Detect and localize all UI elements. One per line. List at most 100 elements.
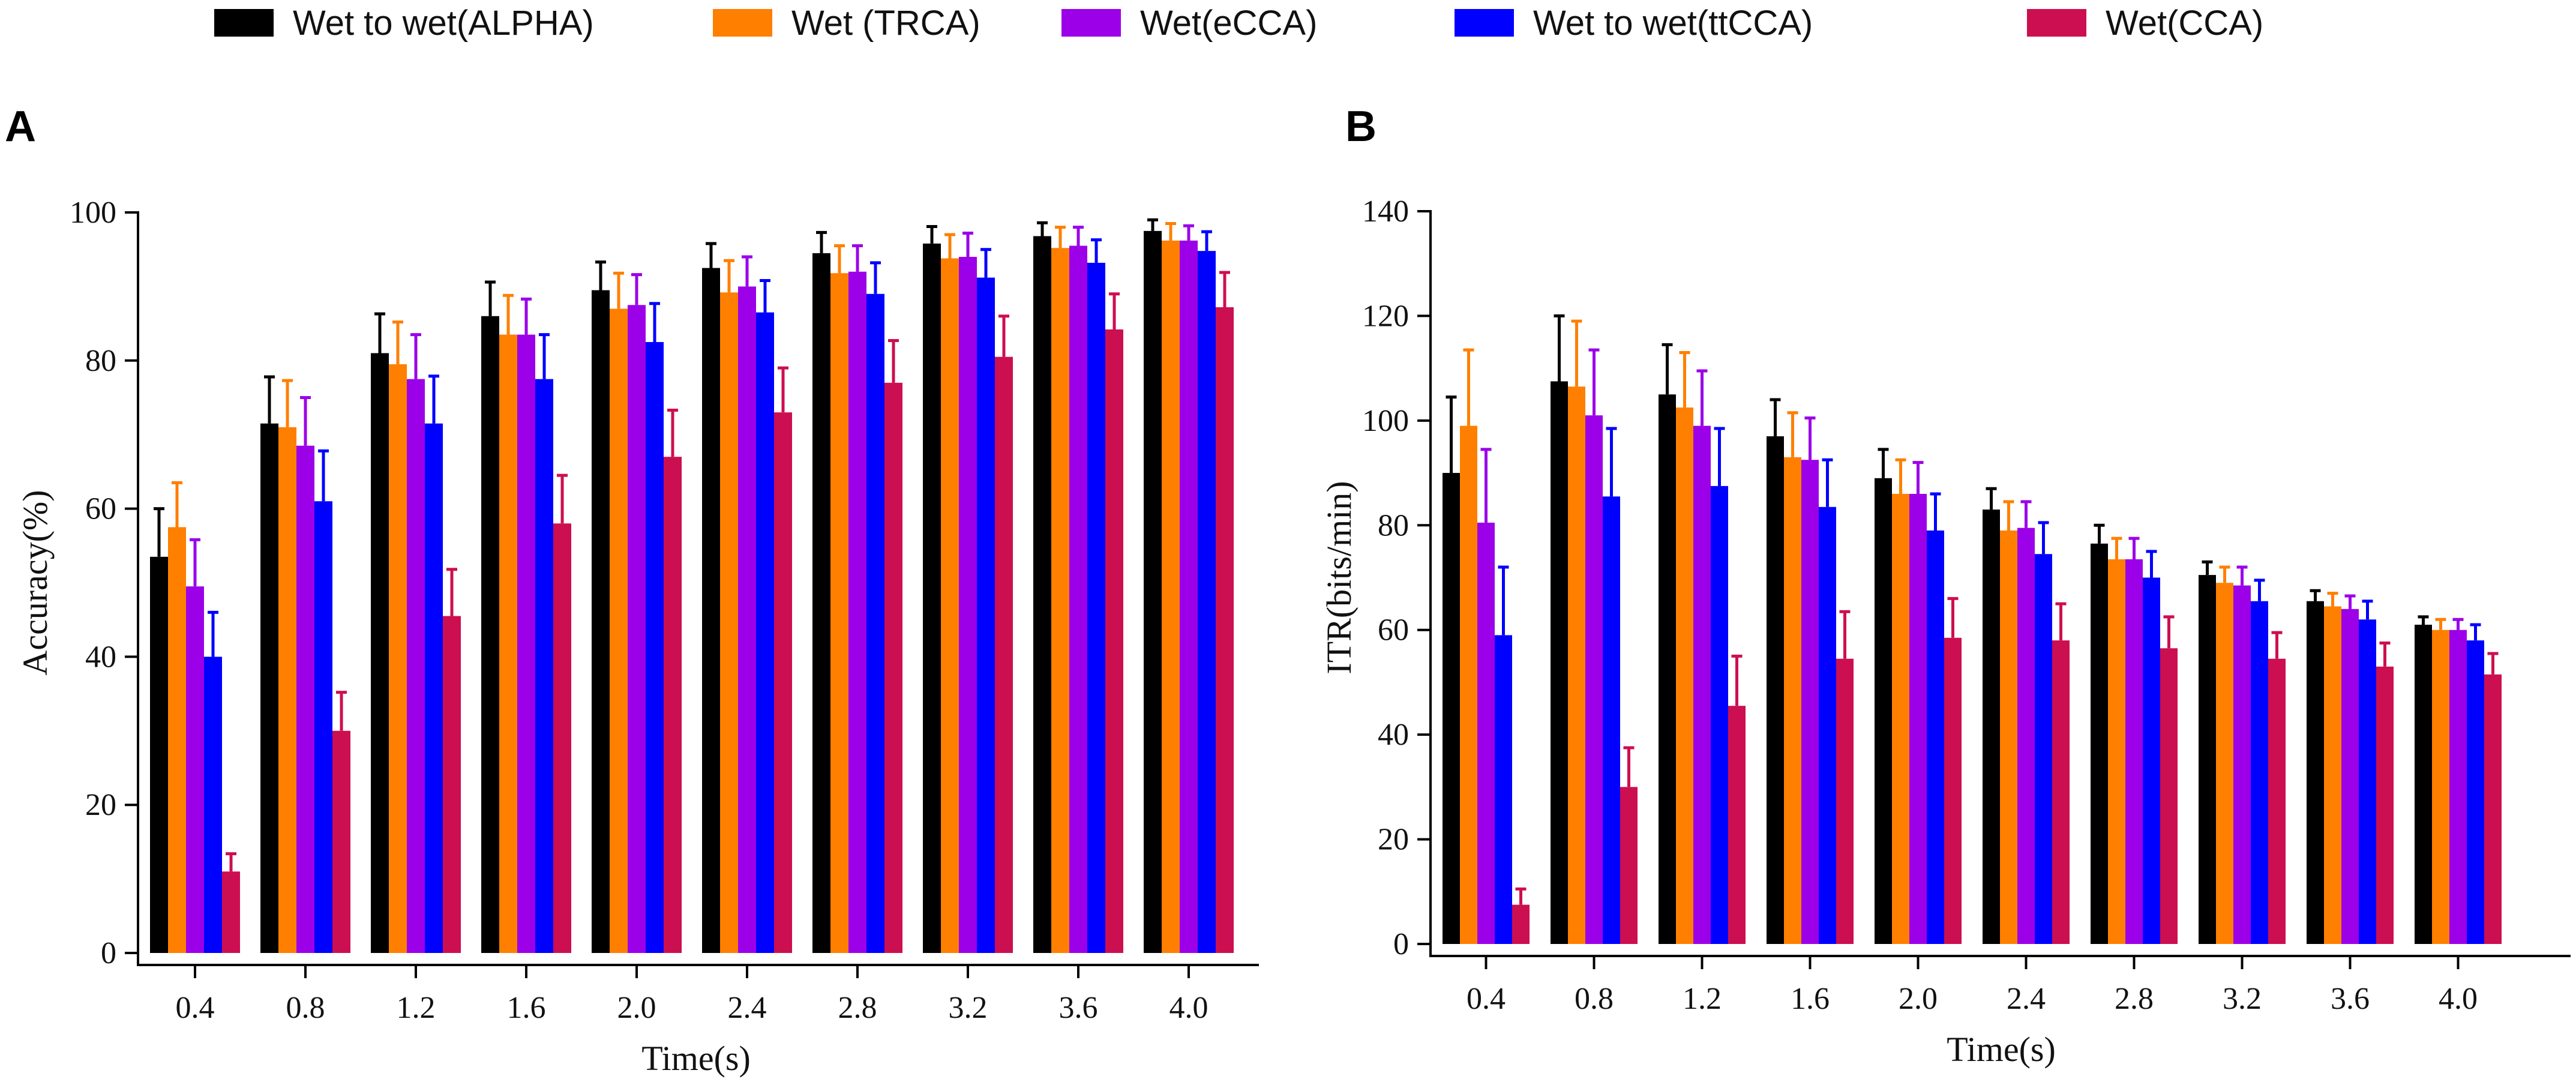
bar-b-s3-c2: [1711, 485, 1728, 944]
bar-b-s3-c6: [2143, 577, 2160, 944]
bar-a-s0-c4: [592, 290, 610, 953]
bar-a-s3-c4: [646, 341, 664, 953]
bar-a-s2-c0: [186, 586, 204, 953]
y-tick-label-b-100: 100: [1362, 404, 1409, 438]
x-tick-label-b-7: 3.2: [2223, 982, 2262, 1016]
y-tick-label-a-60: 60: [85, 492, 116, 526]
bar-b-s4-c1: [1620, 787, 1638, 944]
y-tick-label-b-60: 60: [1378, 613, 1409, 648]
bar-b-s3-c3: [1819, 506, 1836, 944]
x-tick-label-a-2: 1.2: [397, 991, 436, 1025]
bar-b-s4-c0: [1512, 904, 1530, 944]
bar-a-s1-c9: [1162, 240, 1180, 954]
bar-a-s4-c2: [443, 616, 461, 953]
bar-b-s4-c9: [2484, 674, 2502, 944]
bar-b-s1-c4: [1892, 493, 1909, 944]
bar-b-s2-c7: [2233, 585, 2251, 944]
bar-b-s2-c9: [2449, 630, 2467, 944]
bar-a-s0-c9: [1144, 230, 1162, 954]
x-tick-label-a-1: 0.8: [286, 991, 325, 1025]
bar-a-s2-c5: [738, 286, 756, 953]
legend-item-ecca: Wet(eCCA): [1061, 4, 1317, 43]
bar-b-s0-c9: [2415, 624, 2432, 944]
bar-b-s3-c8: [2359, 619, 2376, 944]
bar-b-s2-c3: [1801, 460, 1819, 944]
bar-b-s3-c0: [1495, 635, 1512, 944]
legend-item-ttcca: Wet to wet(ttCCA): [1455, 4, 1813, 43]
bar-b-s1-c3: [1784, 457, 1801, 944]
y-tick-label-a-40: 40: [85, 640, 116, 674]
bar-a-s4-c6: [884, 382, 902, 953]
x-tick-label-a-7: 3.2: [949, 991, 988, 1025]
legend-swatch-ttcca: [1455, 9, 1514, 37]
bar-a-s2-c8: [1069, 245, 1087, 953]
x-tick-label-a-5: 2.4: [728, 991, 767, 1025]
bar-a-s2-c4: [628, 305, 646, 953]
bar-b-s3-c4: [1927, 530, 1944, 944]
bar-a-s3-c5: [756, 312, 774, 953]
y-tick-label-b-80: 80: [1378, 508, 1409, 543]
bar-a-s3-c9: [1198, 251, 1216, 954]
x-tick-label-b-9: 4.0: [2439, 982, 2478, 1016]
bar-a-s0-c2: [371, 353, 389, 953]
bar-a-s2-c2: [407, 379, 425, 953]
bar-a-s1-c4: [610, 308, 628, 953]
bar-b-s2-c1: [1585, 415, 1603, 944]
bar-a-s4-c4: [664, 457, 682, 953]
bar-b-s4-c8: [2376, 666, 2394, 944]
bar-a-s4-c5: [774, 412, 792, 953]
x-tick-label-b-4: 2.0: [1899, 982, 1938, 1016]
legend: Wet to wet(ALPHA) Wet (TRCA) Wet(eCCA) W…: [0, 0, 2576, 48]
legend-label-alpha: Wet to wet(ALPHA): [293, 3, 594, 43]
bar-b-s4-c7: [2268, 658, 2286, 944]
x-tick-label-a-6: 2.8: [838, 991, 877, 1025]
chart-panel-b: B 0 20 40 60 80 100 120 140 ITR(bits/min) 0.4 0.8 1.…: [1288, 78, 2575, 1082]
bar-a-s4-c8: [1105, 329, 1123, 954]
legend-item-trca: Wet (TRCA): [713, 4, 980, 43]
panel-label-b: B: [1345, 103, 1377, 151]
bar-a-s1-c8: [1051, 248, 1069, 954]
bar-a-s3-c1: [314, 501, 332, 953]
bar-a-s1-c3: [499, 334, 517, 953]
bar-a-s3-c7: [977, 277, 995, 953]
bar-b-s1-c6: [2108, 559, 2125, 944]
legend-swatch-trca: [713, 9, 772, 37]
x-tick-label-b-3: 1.6: [1791, 982, 1830, 1016]
bar-a-s4-c7: [995, 356, 1013, 953]
bar-b-s2-c4: [1909, 493, 1927, 944]
x-tick-label-b-1: 0.8: [1575, 982, 1614, 1016]
bar-b-s2-c0: [1477, 522, 1495, 944]
bar-b-s1-c7: [2216, 583, 2233, 944]
bar-b-s0-c4: [1875, 478, 1892, 944]
x-tick-label-b-0: 0.4: [1467, 982, 1506, 1016]
bar-a-s0-c1: [260, 423, 278, 953]
bar-a-s3-c0: [204, 657, 222, 953]
bar-b-s4-c4: [1944, 637, 1962, 944]
bar-a-s2-c3: [517, 334, 535, 953]
bar-b-s4-c2: [1728, 706, 1746, 944]
y-axis-title-b: ITR(bits/min): [1320, 481, 1359, 674]
x-tick-label-b-6: 2.8: [2115, 982, 2154, 1016]
bar-a-s3-c2: [425, 423, 443, 953]
bar-b-s1-c5: [2000, 530, 2017, 944]
x-axis-title-b: Time(s): [1947, 1030, 2056, 1069]
bar-b-s0-c7: [2199, 575, 2216, 944]
bar-b-s3-c5: [2035, 554, 2052, 944]
bar-b-s1-c2: [1676, 407, 1693, 944]
itr-chart: B 0 20 40 60 80 100 120 140 ITR(bits/min) 0.4 0.8 1.…: [1320, 103, 2571, 1069]
legend-item-alpha: Wet to wet(ALPHA): [214, 3, 594, 43]
bar-b-s0-c5: [1983, 509, 2000, 944]
y-tick-label-b-0: 0: [1393, 927, 1409, 961]
legend-swatch-cca: [2027, 9, 2086, 37]
y-tick-label-b-20: 20: [1378, 823, 1409, 857]
bar-a-s3-c3: [535, 379, 553, 953]
bar-b-s4-c5: [2052, 640, 2070, 944]
bar-a-s1-c5: [720, 292, 738, 954]
bar-b-s0-c8: [2307, 601, 2324, 944]
bar-b-s0-c1: [1551, 381, 1568, 944]
bar-b-s2-c8: [2341, 609, 2359, 944]
bar-a-s4-c9: [1216, 307, 1234, 953]
bar-b-s0-c2: [1659, 394, 1676, 944]
bar-a-s0-c3: [481, 316, 499, 953]
bar-a-s1-c2: [389, 364, 407, 953]
